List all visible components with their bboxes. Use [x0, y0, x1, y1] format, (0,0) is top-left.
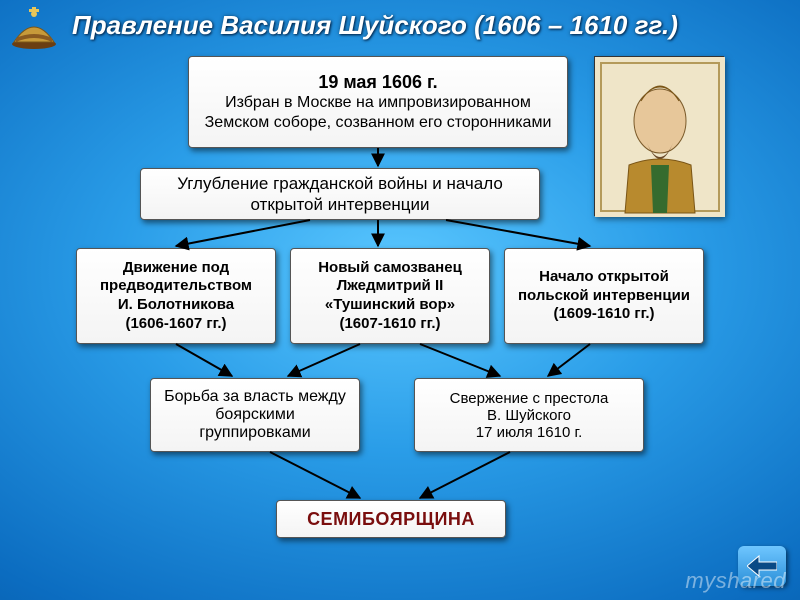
portrait-image: [594, 56, 724, 216]
arrow-left-icon: [747, 554, 777, 578]
crown-icon: [6, 4, 62, 50]
page-title: Правление Василия Шуйского (1606 – 1610 …: [72, 10, 784, 41]
node-seven-boyars: СЕМИБОЯРЩИНА: [276, 500, 506, 538]
node-election: 19 мая 1606 г. Избран в Москве на импров…: [188, 56, 568, 148]
node-false-dmitry: Новый самозванец Лжедмитрий II «Тушински…: [290, 248, 490, 344]
node-election-date: 19 мая 1606 г.: [318, 71, 437, 94]
nav-back-button[interactable]: [738, 546, 786, 586]
node-civil-war: Углубление гражданской войны и начало от…: [140, 168, 540, 220]
node-overthrow: Свержение с престола В. Шуйского 17 июля…: [414, 378, 644, 452]
node-election-text: Избран в Москве на импровизированном Зем…: [197, 93, 559, 133]
node-boyar-struggle: Борьба за власть между боярскими группир…: [150, 378, 360, 452]
node-polish-intervention: Начало открытой польской интервенции (16…: [504, 248, 704, 344]
node-bolotnikov: Движение под предводительством И. Болотн…: [76, 248, 276, 344]
